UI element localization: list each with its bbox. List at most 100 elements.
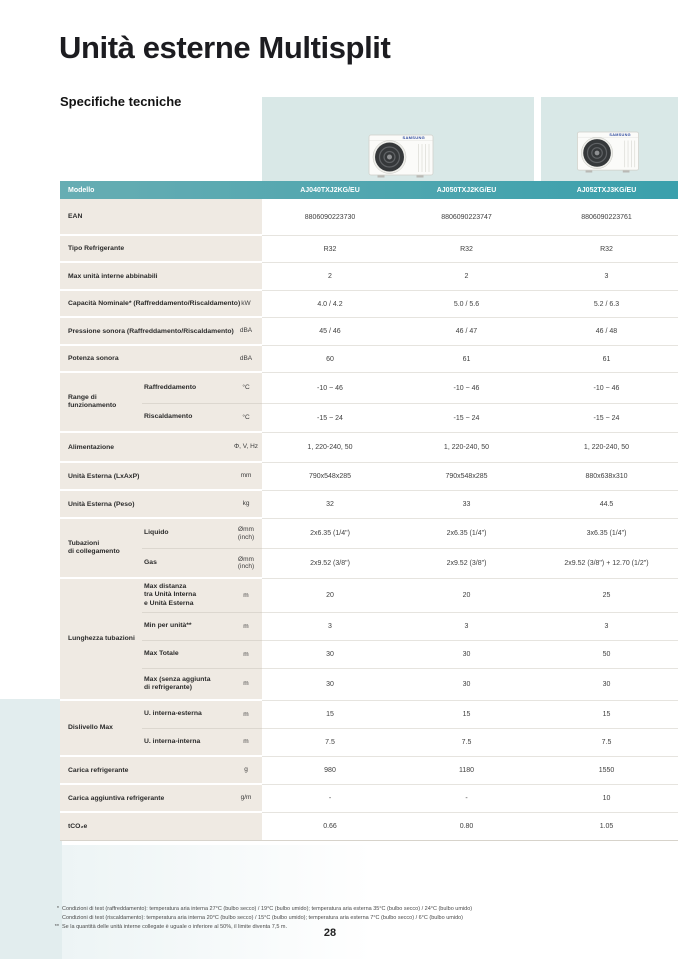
spec-unit-cell: °C [230, 404, 262, 433]
spec-value-cell: 50 [535, 641, 678, 669]
spec-group-cell: Range di funzionamento [60, 373, 142, 433]
table-row: Riscaldamento °C -15 ~ 24 -15 ~ 24 -15 ~… [60, 404, 678, 433]
spec-sublabel-cell: Raffreddamento [142, 373, 230, 404]
spec-group-cell: Lunghezza tubazioni [60, 579, 142, 701]
specs-table: Modello AJ040TXJ2KG/EU AJ050TXJ2KG/EU AJ… [60, 181, 678, 841]
spec-unit-cell: g/m [230, 785, 262, 813]
spec-unit-cell: °C [230, 373, 262, 404]
spec-value-cell: 15 [535, 701, 678, 729]
spec-label-cell: EAN [60, 199, 230, 236]
spec-value-cell: R32 [398, 236, 535, 263]
spec-label-cell: tCO₂e [60, 813, 230, 841]
spec-value-cell: 7.5 [398, 729, 535, 757]
spec-unit-cell [230, 263, 262, 291]
spec-value-cell: -10 ~ 46 [262, 373, 398, 404]
samsung-logo: SAMSUNG [609, 133, 630, 137]
spec-value-cell: 1.05 [535, 813, 678, 841]
outdoor-unit-photo-2: SAMSUNG [577, 131, 639, 173]
spec-value-cell: -15 ~ 24 [398, 404, 535, 433]
table-row: Pressione sonora (Raffreddamento/Riscald… [60, 318, 678, 346]
table-header-row: Modello AJ040TXJ2KG/EU AJ050TXJ2KG/EU AJ… [60, 181, 678, 199]
spec-value-cell: 0.80 [398, 813, 535, 841]
footnote-line: * Condizioni di test (raffreddamento): t… [48, 905, 632, 914]
spec-value-cell: 44.5 [535, 491, 678, 519]
table-row: Potenza sonora dBA 60 61 61 [60, 346, 678, 373]
table-row: Max (senza aggiunta di refrigerante) m 3… [60, 669, 678, 701]
spec-label-cell: Pressione sonora (Raffreddamento/Riscald… [60, 318, 234, 346]
spec-value-cell: 46 / 47 [398, 318, 535, 346]
spec-value-cell: 2x6.35 (1/4") [262, 519, 398, 549]
spec-sublabel-cell: Max Totale [142, 641, 230, 669]
spec-value-cell: - [398, 785, 535, 813]
table-row: Lunghezza tubazioni Max distanza tra Uni… [60, 579, 678, 701]
spec-group-cell: Tubazioni di collegamento [60, 519, 142, 579]
spec-value-cell: 2x9.52 (3/8") [262, 549, 398, 579]
spec-unit-cell: kW [230, 291, 262, 318]
spec-value-cell: 61 [398, 346, 535, 373]
spec-value-cell: 2 [262, 263, 398, 291]
table-row: Capacità Nominale* (Raffreddamento/Risca… [60, 291, 678, 318]
spec-value-cell: 1, 220-240, 50 [535, 433, 678, 463]
spec-unit-cell: m [230, 701, 262, 729]
spec-label-cell: Tipo Refrigerante [60, 236, 230, 263]
model-header-1: AJ040TXJ2KG/EU [300, 186, 360, 194]
bottom-gradient-accent [0, 845, 678, 959]
table-row: Max unità interne abbinabili 2 2 3 [60, 263, 678, 291]
spec-unit-cell: m [230, 641, 262, 669]
spec-value-cell: 32 [262, 491, 398, 519]
spec-value-cell: 2x9.52 (3/8") [398, 549, 535, 579]
samsung-logo: SAMSUNG [403, 135, 426, 140]
spec-unit-cell: dBA [230, 346, 262, 373]
spec-value-cell: 30 [398, 641, 535, 669]
spec-value-cell: -15 ~ 24 [535, 404, 678, 433]
spec-label-cell: Capacità Nominale* (Raffreddamento/Risca… [60, 291, 240, 318]
spec-unit-cell: m [230, 729, 262, 757]
spec-sublabel-cell: U. interna-interna [142, 729, 230, 757]
spec-value-cell: 5.2 / 6.3 [535, 291, 678, 318]
spec-unit-cell: m [230, 669, 262, 701]
table-row: Tubazioni di collegamento Liquido Ømm (i… [60, 519, 678, 579]
spec-unit-cell: m [230, 613, 262, 641]
spec-sublabel-cell: Liquido [142, 519, 230, 549]
footnote-marker: ** [54, 923, 59, 930]
spec-value-cell: 2x9.52 (3/8") + 12.70 (1/2") [535, 549, 678, 579]
spec-label-cell: Potenza sonora [60, 346, 230, 373]
spec-value-cell: 30 [535, 669, 678, 701]
table-row: tCO₂e 0.66 0.80 1.05 [60, 813, 678, 841]
table-row: Range di funzionamento Raffreddamento °C… [60, 373, 678, 433]
spec-value-cell: 790x548x285 [398, 463, 535, 491]
table-row: Unità Esterna (Peso) kg 32 33 44.5 [60, 491, 678, 519]
left-margin-accent [0, 699, 62, 959]
spec-value-cell: 0.66 [262, 813, 398, 841]
spec-value-cell: 3 [535, 613, 678, 641]
spec-value-cell: 8806090223761 [535, 199, 678, 236]
spec-value-cell: 1550 [535, 757, 678, 785]
spec-sublabel-cell: Max (senza aggiunta di refrigerante) [142, 669, 230, 701]
spec-value-cell: 5.0 / 5.6 [398, 291, 535, 318]
spec-unit-cell [230, 813, 262, 841]
spec-group-cell: Dislivello Max [60, 701, 142, 757]
model-header-3: AJ052TXJ3KG/EU [576, 186, 637, 194]
column-header-modello: Modello [68, 186, 95, 194]
spec-value-cell: 1, 220-240, 50 [262, 433, 398, 463]
footnote-line: ** Se la quantità delle unità interne co… [48, 923, 632, 932]
page-number: 28 [323, 927, 337, 939]
spec-sublabel-cell: Max distanza tra Unità Interna e Unità E… [142, 579, 230, 613]
footnote-marker: * [56, 906, 59, 912]
page-title: Unità esterne Multisplit [59, 30, 391, 65]
spec-value-cell: 1, 220-240, 50 [398, 433, 535, 463]
spec-unit-cell: dBA [230, 318, 262, 346]
spec-label-cell: Carica refrigerante [60, 757, 230, 785]
spec-value-cell: 7.5 [535, 729, 678, 757]
footnote-line: Condizioni di test (riscaldamento): temp… [48, 914, 632, 923]
spec-value-cell: 8806090223747 [398, 199, 535, 236]
spec-value-cell: 1180 [398, 757, 535, 785]
spec-value-cell: 15 [262, 701, 398, 729]
table-row: Alimentazione Φ, V, Hz 1, 220-240, 50 1,… [60, 433, 678, 463]
spec-value-cell: 3 [262, 613, 398, 641]
spec-value-cell: 61 [535, 346, 678, 373]
spec-value-cell: - [262, 785, 398, 813]
spec-sublabel-cell: Riscaldamento [142, 404, 230, 433]
model-header-2: AJ050TXJ2KG/EU [436, 186, 497, 194]
